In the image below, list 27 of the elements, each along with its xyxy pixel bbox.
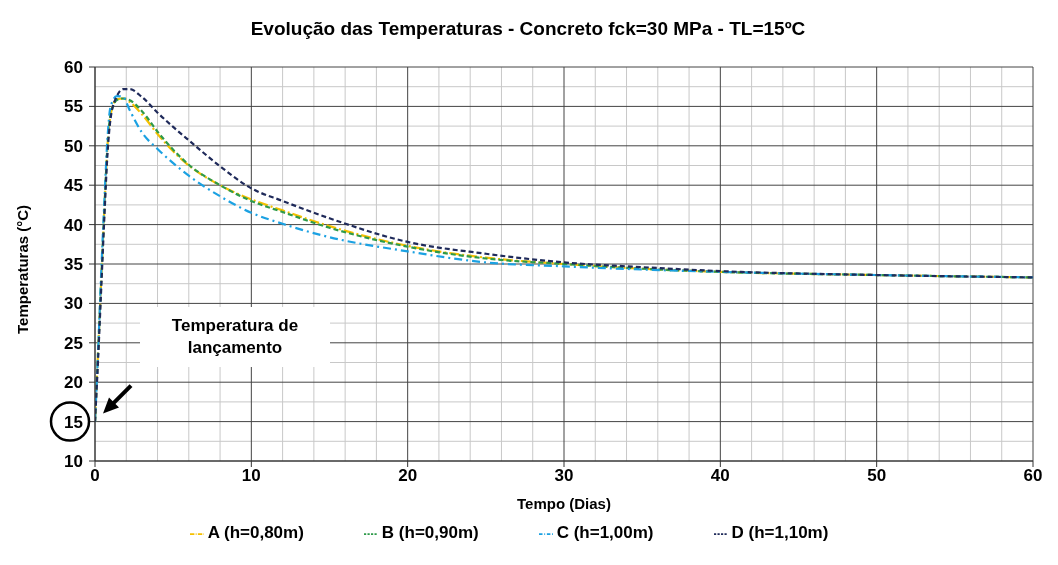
y-tick-label: 30 (64, 294, 83, 314)
legend-label: B (h=0,90m) (381, 523, 479, 542)
x-tick-label: 10 (241, 466, 261, 486)
x-tick-label: 30 (554, 466, 574, 486)
y-tick-label: 15 (64, 412, 83, 432)
y-tick-label: 10 (64, 452, 83, 472)
x-tick-label: 40 (710, 466, 730, 486)
y-axis-title: Temperaturas (°C) (14, 204, 32, 334)
x-tick-label: 50 (867, 466, 887, 486)
x-axis-title: Tempo (Dias) (517, 495, 611, 512)
y-tick-label: 40 (64, 215, 83, 235)
y-tick-label: 35 (64, 255, 83, 275)
y-tick-label: 25 (64, 333, 83, 353)
y-tick-label: 60 (64, 58, 83, 78)
y-tick-label: 55 (64, 97, 83, 117)
x-tick-label: 20 (398, 466, 418, 486)
legend-label: C (h=1,00m) (556, 523, 654, 542)
y-tick-label: 20 (64, 373, 83, 393)
annotation: Temperatura de lançamento (171, 315, 299, 357)
note-box: Temperatura de lançamento (140, 306, 330, 367)
x-tick-label: 0 (90, 466, 100, 486)
y-tick-label: 45 (64, 176, 83, 196)
legend-label: A (h=0,80m) (207, 523, 304, 542)
legend-label: D (h=1,10m) (731, 523, 829, 542)
x-tick-label: 60 (1023, 466, 1043, 486)
chart-title: Evolução das Temperaturas - Concreto fck=30 MPa - TL=15ºC (249, 18, 807, 40)
y-tick-label: 50 (64, 136, 83, 156)
